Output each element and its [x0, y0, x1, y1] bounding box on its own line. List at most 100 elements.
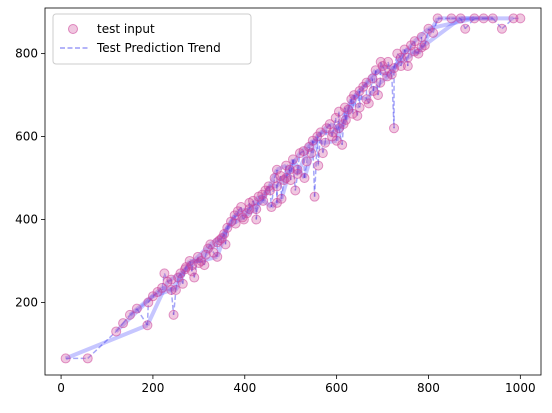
trend-band-segment: [261, 168, 279, 202]
data-point: [460, 23, 471, 34]
data-point: [285, 175, 296, 186]
data-point: [395, 52, 406, 63]
x-tick-label: 0: [57, 381, 65, 395]
legend-label-test-input: test input: [97, 22, 155, 36]
trend-segment: [207, 244, 211, 249]
trend-segment: [308, 146, 313, 154]
trend-band-segment: [183, 255, 200, 271]
data-point: [276, 193, 287, 204]
data-point: [515, 13, 526, 24]
data-point: [402, 61, 413, 72]
data-point: [508, 13, 519, 24]
data-point: [306, 148, 317, 159]
data-point: [199, 260, 210, 271]
trend-band-segment: [404, 47, 419, 56]
trend-band-segment: [257, 195, 273, 209]
data-point: [142, 320, 153, 331]
trend-band-segment: [284, 163, 299, 176]
trend-band-segment: [399, 39, 417, 60]
data-point: [290, 185, 301, 196]
trend-band-segment: [364, 81, 382, 101]
trend-segment: [224, 227, 229, 245]
trend-band-segment: [331, 122, 345, 134]
data-point: [157, 282, 168, 293]
trend-segment: [332, 117, 337, 133]
plot-frame: [44, 7, 542, 376]
x-axis: 0 200 400 600 800 1000: [57, 375, 536, 395]
data-point: [244, 204, 255, 215]
trend-segment: [303, 161, 308, 179]
data-point: [375, 77, 386, 88]
trend-band-segment: [353, 93, 368, 102]
trend-band-segment: [291, 158, 307, 180]
trend-band-segment: [379, 72, 393, 85]
data-point: [299, 173, 310, 184]
data-point: [340, 114, 351, 125]
trend-segment: [377, 82, 381, 96]
trend-band-segment: [64, 323, 149, 361]
data-point: [170, 284, 181, 295]
data-point: [372, 90, 383, 101]
trend-segment: [115, 322, 124, 332]
trend-band-segment: [416, 17, 440, 55]
data-point: [337, 139, 348, 150]
trend-segment: [230, 214, 236, 222]
trend-band-segment: [334, 119, 348, 142]
y-axis: 200 400 600 800: [15, 47, 45, 309]
trend-segment: [311, 140, 316, 197]
trend-segment: [338, 128, 343, 145]
trend-segment: [319, 132, 324, 154]
trend-segment: [289, 159, 294, 181]
trend-band-segment: [428, 16, 475, 31]
trend-segment: [344, 107, 347, 121]
trend-band-segment: [312, 138, 326, 145]
trend-segment: [390, 74, 395, 129]
legend-box: [52, 13, 252, 65]
trend-band-segment: [169, 268, 187, 292]
trend-segment: [258, 193, 263, 198]
data-point: [258, 195, 269, 206]
trend-segment: [161, 273, 166, 289]
trend-band-segment: [145, 280, 170, 327]
data-point: [251, 214, 262, 225]
legend-marker-test-input: [68, 24, 78, 34]
data-point: [395, 61, 406, 72]
data-point: [428, 27, 439, 38]
trend-band-segment: [361, 69, 378, 88]
data-point: [383, 56, 394, 67]
data-point: [60, 353, 71, 364]
data-point: [402, 52, 413, 63]
trend-segment: [87, 330, 117, 359]
trend-segment: [347, 99, 353, 110]
trend-segment: [464, 17, 475, 30]
trend-segment: [371, 78, 375, 91]
y-tick-label: 800: [15, 47, 38, 61]
data-point: [177, 278, 188, 289]
data-point: [354, 102, 365, 113]
trend-segment: [459, 18, 466, 30]
trend-band-segment: [324, 138, 337, 145]
trend-segment: [317, 132, 322, 166]
data-point: [446, 13, 457, 24]
data-point: [317, 148, 328, 159]
trend-segment: [421, 44, 426, 49]
data-point: [212, 251, 223, 262]
trend-band-segment: [315, 122, 332, 138]
y-tick-label: 200: [15, 295, 38, 309]
trend-segment: [294, 173, 299, 191]
data-point: [189, 272, 200, 283]
data-point: [309, 191, 320, 202]
data-point: [478, 13, 489, 24]
trend-segment: [407, 45, 412, 58]
trend-segment: [313, 136, 319, 197]
scatter-points: [60, 13, 526, 364]
data-point: [469, 13, 480, 24]
data-point: [251, 204, 262, 215]
trend-band-segment: [161, 285, 177, 292]
data-point: [168, 309, 179, 320]
trend-segment: [414, 50, 419, 55]
data-point: [496, 23, 507, 34]
trend-segment: [152, 291, 159, 297]
trend-segment: [331, 132, 334, 137]
data-point: [432, 13, 443, 24]
